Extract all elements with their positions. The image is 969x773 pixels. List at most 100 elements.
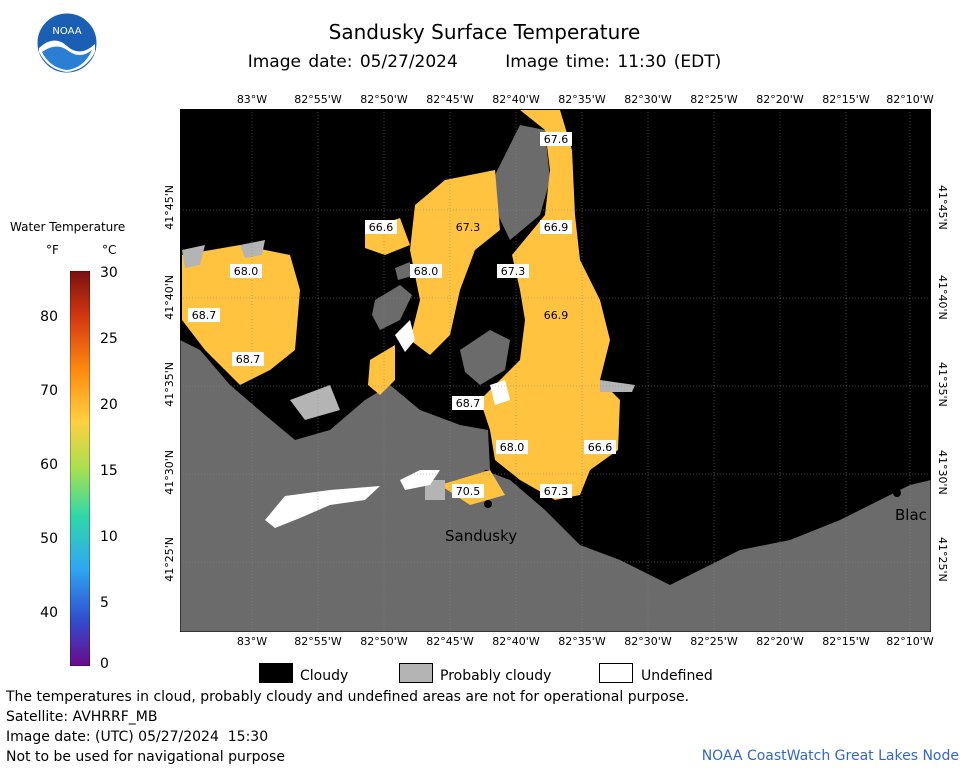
image-datetime: Image date: 05/27/2024 Image time: 11:30… (0, 52, 969, 72)
lat-label: 41°30'N (936, 450, 949, 495)
unit-f: °F (46, 243, 59, 257)
lon-label: 82°35'W (558, 635, 606, 648)
temp-label: 67.6 (544, 133, 569, 146)
probably-cloudy-area (182, 245, 205, 268)
lon-label: 82°55'W (294, 93, 342, 106)
probably-cloudy-area (600, 380, 635, 392)
c-tick: 5 (100, 595, 109, 611)
land-area (495, 125, 550, 240)
image-date: Image date: 05/27/2024 (247, 52, 458, 72)
black-river-marker (893, 489, 901, 497)
c-tick: 20 (100, 397, 118, 413)
warm-water (410, 170, 500, 355)
lat-label: 41°35'N (163, 362, 176, 407)
warm-water (368, 345, 395, 395)
temperature-map: 67.6 66.6 67.3 66.9 68.0 68.0 67.3 68.7 … (180, 109, 931, 632)
lon-label: 82°25'W (690, 93, 738, 106)
graticule (180, 109, 931, 632)
unit-c: °C (102, 243, 117, 257)
lon-label: 82°55'W (294, 635, 342, 648)
c-tick: 30 (100, 265, 118, 281)
image-time: Image time: 11:30 (EDT) (505, 52, 722, 72)
key-cloudy-swatch (259, 663, 293, 683)
temp-label: 68.0 (234, 265, 259, 278)
footer-credit: NOAA CoastWatch Great Lakes Node (701, 748, 959, 764)
probably-cloudy-area (240, 240, 265, 258)
undefined-area (400, 470, 440, 490)
temp-label: 66.9 (544, 221, 569, 234)
f-tick: 80 (40, 309, 58, 325)
lon-label: 82°40'W (492, 93, 540, 106)
lon-label: 83°W (236, 635, 268, 648)
undefined-area (265, 486, 380, 528)
lon-label: 83°W (236, 93, 268, 106)
temp-label: 70.5 (456, 485, 481, 498)
lon-label: 82°10'W (886, 635, 934, 648)
lon-label: 82°20'W (756, 635, 804, 648)
lat-label: 41°30'N (163, 450, 176, 495)
land-area (395, 262, 412, 280)
lon-label: 82°45'W (426, 635, 474, 648)
lon-label: 82°35'W (558, 93, 606, 106)
temp-label: 66.9 (544, 309, 569, 322)
noaa-logo-text: NOAA (52, 26, 81, 37)
temp-label: 66.6 (369, 221, 394, 234)
warm-water (182, 245, 300, 385)
lon-label: 82°30'W (624, 635, 672, 648)
lon-label: 82°45'W (426, 93, 474, 106)
temp-label: 66.6 (588, 441, 613, 454)
land-area (372, 285, 412, 330)
land-area (180, 340, 931, 632)
lon-label: 82°40'W (492, 635, 540, 648)
footer-satellite: Satellite: AVHRRF_MB (6, 709, 158, 725)
f-tick: 50 (40, 531, 58, 547)
f-tick: 60 (40, 457, 58, 473)
footer-note: The temperatures in cloud, probably clou… (6, 689, 690, 705)
lon-label: 82°50'W (360, 93, 408, 106)
key-cloudy-label: Cloudy (300, 668, 349, 684)
temp-label: 68.7 (236, 353, 261, 366)
lat-label: 41°25'N (936, 537, 949, 582)
temp-label: 67.3 (501, 265, 526, 278)
temp-label: 68.7 (192, 309, 217, 322)
land-area (460, 330, 510, 385)
warm-water (480, 110, 620, 500)
key-probably-cloudy-swatch (399, 663, 433, 683)
lat-label: 41°40'N (936, 275, 949, 320)
temp-label: 68.7 (456, 397, 481, 410)
sandusky-marker (484, 500, 492, 508)
footer-nav-warning: Not to be used for navigational purpose (6, 749, 285, 765)
page-title: Sandusky Surface Temperature (328, 20, 641, 44)
undefined-area (395, 320, 415, 352)
c-tick: 15 (100, 463, 118, 479)
f-tick: 40 (40, 605, 58, 621)
lon-label: 82°15'W (822, 635, 870, 648)
c-tick: 10 (100, 529, 118, 545)
key-undefined-swatch (599, 663, 633, 683)
temp-label: 67.3 (544, 485, 569, 498)
color-scale-bar (70, 271, 90, 666)
c-tick: 0 (100, 656, 109, 672)
lat-label: 41°40'N (163, 275, 176, 320)
key-probably-cloudy-label: Probably cloudy (440, 668, 552, 684)
noaa-logo: NOAA (36, 12, 98, 74)
footer-utc-date: Image date: (UTC) 05/27/2024 15:30 (6, 729, 269, 745)
lon-label: 82°20'W (756, 93, 804, 106)
lon-label: 82°30'W (624, 93, 672, 106)
lat-label: 41°45'N (163, 185, 176, 230)
lat-label: 41°45'N (936, 185, 949, 230)
lon-label: 82°25'W (690, 635, 738, 648)
place-label-sandusky: Sandusky (445, 527, 517, 545)
lon-label: 82°50'W (360, 635, 408, 648)
temp-label: 68.0 (414, 265, 439, 278)
lon-label: 82°15'W (822, 93, 870, 106)
c-tick: 25 (100, 331, 118, 347)
lat-label: 41°25'N (163, 537, 176, 582)
temp-label: 67.3 (456, 221, 481, 234)
legend-title: Water Temperature (10, 220, 126, 234)
temp-label: 68.0 (500, 441, 525, 454)
place-label-black-river: Blac (895, 506, 927, 524)
probably-cloudy-area (290, 385, 340, 420)
key-undefined-label: Undefined (641, 668, 713, 684)
lat-label: 41°35'N (936, 362, 949, 407)
